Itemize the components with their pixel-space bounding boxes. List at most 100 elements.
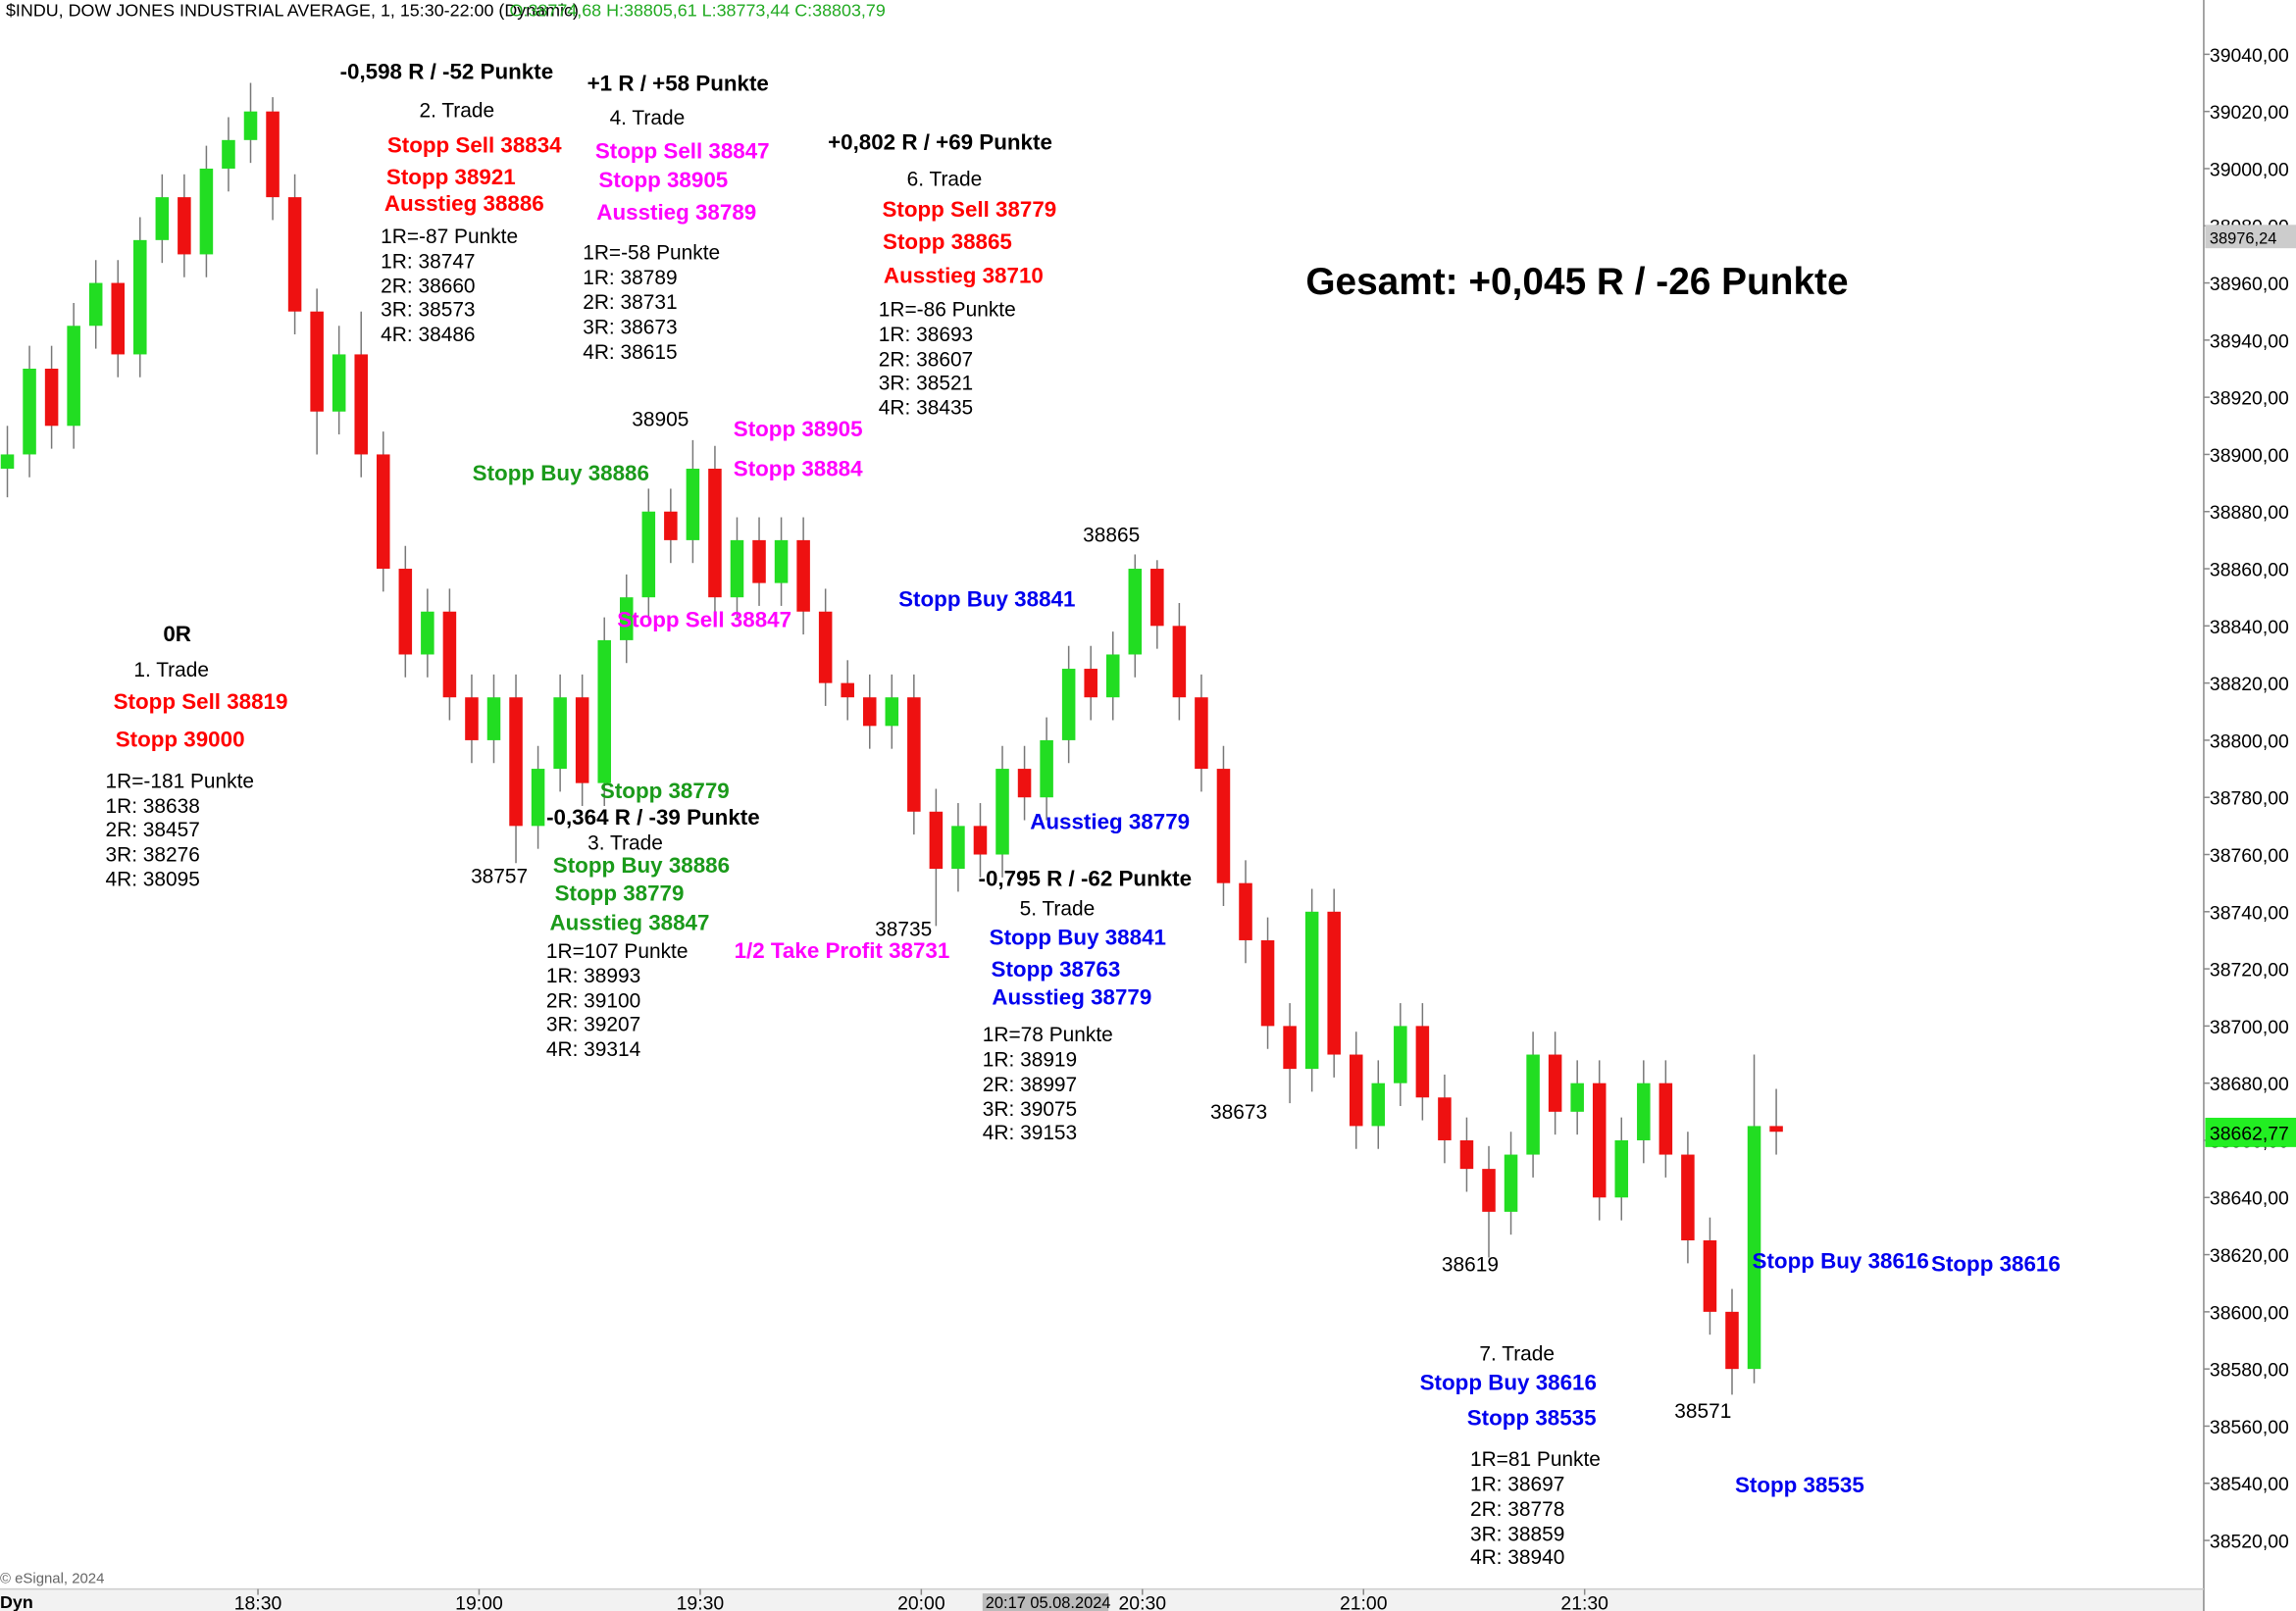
candle-body	[88, 282, 103, 327]
annotation: 4R: 38615	[583, 341, 677, 364]
annotation: Stopp Buy 38616	[1753, 1248, 1929, 1273]
annotation: Ausstieg 38710	[884, 263, 1044, 287]
y-tick-label: 38840,00	[2210, 617, 2289, 638]
annotation: Stopp 38763	[992, 957, 1121, 982]
candle-body	[929, 811, 944, 870]
annotation: 1R=-87 Punkte	[381, 226, 518, 248]
candle-body	[1260, 939, 1275, 1027]
annotation: 3R: 39207	[546, 1014, 640, 1036]
annotation: 1R: 38993	[546, 965, 640, 987]
candle-body	[1327, 911, 1341, 1055]
annotation: Stopp Sell 38779	[882, 197, 1056, 222]
y-tick-label: 38740,00	[2210, 902, 2289, 924]
candle-body	[67, 326, 80, 427]
candle-body	[1459, 1139, 1474, 1170]
annotation: Gesamt: +0,045 R / -26 Punkte	[1305, 261, 1848, 303]
candle-body	[23, 369, 36, 455]
annotation: 1R: 38747	[381, 250, 475, 273]
y-tick-label: 38860,00	[2210, 559, 2289, 580]
annotation: Stopp Buy 38616	[1420, 1370, 1597, 1394]
candle-body	[1394, 1026, 1407, 1083]
y-tick-label: 38760,00	[2210, 845, 2289, 867]
annotation: 2R: 38778	[1470, 1498, 1564, 1521]
candle-body	[1438, 1097, 1452, 1140]
y-tick-label: 38580,00	[2210, 1360, 2289, 1382]
annotation: 4R: 38435	[879, 397, 973, 420]
cursor-time: 20:17 05.08.2024	[986, 1594, 1111, 1611]
footer-left: Dyn	[0, 1592, 33, 1611]
candle-body	[1526, 1054, 1540, 1155]
candle-body	[243, 111, 258, 140]
candle-body	[1172, 626, 1187, 698]
annotation: 2R: 38997	[983, 1074, 1077, 1096]
candle-body	[377, 454, 390, 570]
annotation: Ausstieg 38779	[1030, 809, 1190, 833]
annotation: 38619	[1442, 1253, 1499, 1276]
annotation: 1R=-86 Punkte	[879, 299, 1016, 322]
candle-body	[796, 539, 810, 612]
candle-body	[1703, 1239, 1717, 1312]
annotation: 2R: 38660	[381, 276, 475, 298]
last-price-box	[2205, 1117, 2296, 1147]
annotation: Ausstieg 38789	[596, 200, 756, 225]
candle-body	[0, 454, 15, 470]
candle-body	[1128, 569, 1143, 655]
annotation: 4R: 38486	[381, 324, 475, 346]
annotation: 38757	[471, 866, 528, 888]
candle-body	[486, 697, 501, 740]
annotation: 1R: 38789	[583, 267, 677, 289]
candle-body	[222, 139, 235, 169]
annotation: Stopp Sell 38834	[387, 132, 562, 157]
candle-body	[1195, 697, 1208, 770]
annotation: 3R: 39075	[983, 1098, 1077, 1121]
candle-body	[1482, 1169, 1496, 1212]
candle-body	[619, 597, 634, 640]
y-tick-label: 38700,00	[2210, 1017, 2289, 1038]
annotation: Stopp 38905	[598, 168, 728, 192]
candle-body	[1017, 769, 1032, 798]
candle-body	[332, 354, 346, 412]
candle-body	[178, 197, 191, 255]
candle-body	[1592, 1082, 1607, 1198]
annotation: 2R: 38457	[105, 819, 199, 841]
annotation: Stopp Buy 38841	[898, 586, 1075, 611]
y-tick-label: 38720,00	[2210, 960, 2289, 982]
candle-body	[664, 511, 678, 540]
cursor-time-box	[982, 1593, 1109, 1611]
annotation: 2. Trade	[419, 99, 494, 122]
x-tick-label: 18:30	[234, 1593, 282, 1611]
annotation: 4R: 39314	[546, 1038, 640, 1061]
crosshair-price: 38976,24	[2210, 230, 2276, 248]
annotation: Stopp Buy 38886	[473, 461, 649, 485]
annotation: 0R	[163, 622, 191, 646]
x-tick-label: 21:00	[1340, 1593, 1388, 1611]
annotation: +1 R / +58 Punkte	[587, 72, 769, 96]
y-tick-label: 38800,00	[2210, 730, 2289, 752]
x-tick-label: 20:30	[1119, 1593, 1167, 1611]
candle-body	[1769, 1126, 1783, 1133]
y-tick-label: 38600,00	[2210, 1302, 2289, 1324]
y-tick-label: 38900,00	[2210, 445, 2289, 467]
annotation: Stopp Sell 38847	[595, 138, 770, 163]
candle-body	[1084, 669, 1097, 698]
annotation: Stopp 38616	[1931, 1251, 2061, 1276]
candle-body	[1548, 1054, 1562, 1112]
candle-body	[1415, 1026, 1430, 1098]
y-tick-label: 38820,00	[2210, 674, 2289, 695]
candle-body	[531, 769, 545, 827]
candle-body	[730, 539, 744, 598]
y-tick-label: 38960,00	[2210, 274, 2289, 295]
annotation: 38673	[1210, 1101, 1267, 1124]
annotation: -0,795 R / -62 Punkte	[979, 867, 1193, 891]
annotation: 38735	[875, 918, 932, 940]
y-tick-label: 38880,00	[2210, 502, 2289, 524]
candle-body	[199, 168, 214, 255]
annotation: 6. Trade	[907, 169, 983, 191]
annotation: 7. Trade	[1479, 1343, 1555, 1366]
ohlc-readout: O:38774,68 H:38805,61 L:38773,44 C:38803…	[510, 0, 886, 20]
annotation: Ausstieg 38847	[550, 910, 710, 934]
candle-body	[841, 682, 854, 698]
candle-body	[1371, 1082, 1386, 1127]
annotation: Stopp 38535	[1735, 1473, 1864, 1497]
candle-body	[421, 611, 434, 655]
